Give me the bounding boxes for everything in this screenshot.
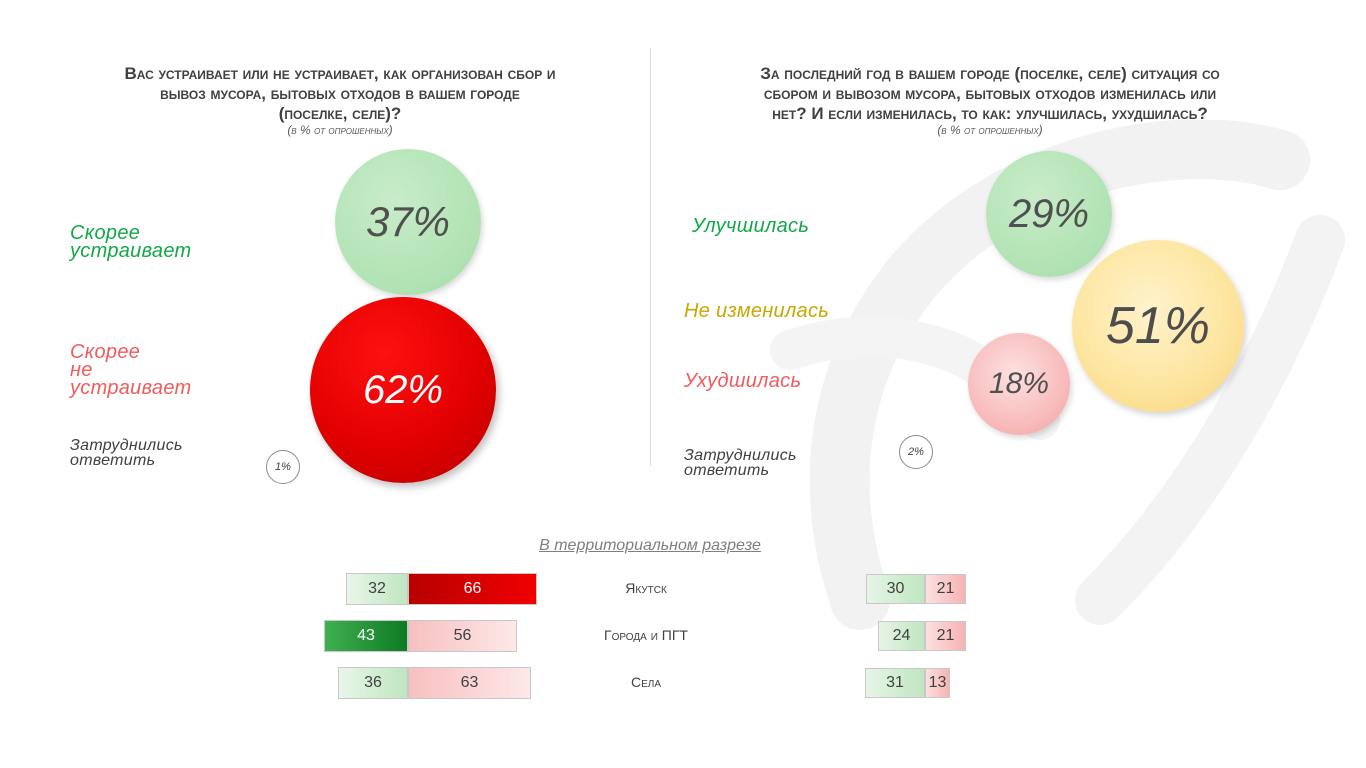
bubble-value: 51% xyxy=(1105,297,1211,355)
left-bar-negative: 56 xyxy=(408,620,517,652)
left-bar-negative: 63 xyxy=(408,667,531,699)
left-title-line-3: (поселке, селе)? xyxy=(278,104,402,123)
category-line: Улучшилась xyxy=(692,215,810,237)
category-line: ответить xyxy=(684,462,770,479)
bubble-value: 29% xyxy=(1008,191,1090,236)
bubble-right-undecided: 2% xyxy=(899,435,933,469)
bubble-not-satisfied: 62% xyxy=(310,297,496,483)
left-category-undecided: Затруднились ответить xyxy=(70,437,183,469)
bubble-value: 1% xyxy=(275,461,291,473)
category-line: Не изменилась xyxy=(684,300,830,322)
left-bar-positive: 32 xyxy=(346,573,408,605)
right-bar-positive: 30 xyxy=(866,574,925,604)
right-title-line-2: сбором и вывозом мусора, бытовых отходов… xyxy=(763,84,1217,103)
category-line: Скорее xyxy=(70,341,141,363)
bubble-improved: 29% xyxy=(986,151,1112,277)
region-label: Села xyxy=(630,674,661,690)
region-label: Города и ПГТ xyxy=(604,627,688,643)
left-title-line-1: Вас устраивает или не устраивает, как ор… xyxy=(124,64,556,83)
right-title-line-3: нет? И если изменилась, то как: улучшила… xyxy=(772,104,1208,123)
bubble-value: 18% xyxy=(988,367,1050,400)
category-line: Скорее xyxy=(70,222,141,244)
right-category-worsened: Ухудшилась xyxy=(684,370,802,392)
left-bar-positive: 43 xyxy=(324,620,408,652)
right-bar-positive: 31 xyxy=(865,668,925,698)
bubble-undecided: 1% xyxy=(266,450,300,484)
territorial-heading: В территориальном разрезе xyxy=(539,537,761,554)
category-line: Затруднились xyxy=(684,447,797,464)
left-category-satisfied: Скорее устраивает xyxy=(70,222,192,262)
left-question-title: Вас устраивает или не устраивает, как ор… xyxy=(40,64,640,124)
vertical-divider xyxy=(650,48,651,466)
left-question-subtitle: (в % от опрошенных) xyxy=(287,123,393,137)
region-label: Якутск xyxy=(625,580,667,596)
category-line: не xyxy=(70,359,93,381)
right-bar-negative: 21 xyxy=(925,574,966,604)
bubble-satisfied: 37% xyxy=(335,149,481,295)
left-title-line-2: вывоз мусора, бытовых отходов в вашем го… xyxy=(160,84,520,103)
category-line: Ухудшилась xyxy=(684,370,802,392)
category-line: Затруднились xyxy=(70,437,183,454)
category-line: устраивает xyxy=(70,377,192,399)
right-bar-negative: 13 xyxy=(925,668,950,698)
category-line: ответить xyxy=(70,452,156,469)
bubble-value: 62% xyxy=(362,367,444,412)
right-bar-negative: 21 xyxy=(925,621,966,651)
bubble-value: 37% xyxy=(365,198,451,245)
left-bar-positive: 36 xyxy=(338,667,408,699)
right-bar-positive: 24 xyxy=(878,621,925,651)
right-category-unchanged: Не изменилась xyxy=(684,300,830,322)
left-bar-negative: 66 xyxy=(408,573,537,605)
category-line: устраивает xyxy=(70,240,192,262)
right-question-title: За последний год в вашем городе (поселке… xyxy=(670,64,1310,124)
bubble-worsened: 18% xyxy=(968,333,1070,435)
bubble-value: 2% xyxy=(908,446,924,458)
right-question-subtitle: (в % от опрошенных) xyxy=(937,123,1043,137)
left-category-not-satisfied: Скорее не устраивает xyxy=(70,341,192,399)
bubble-unchanged: 51% xyxy=(1072,240,1244,412)
right-category-improved: Улучшилась xyxy=(692,215,810,237)
right-category-undecided: Затруднились ответить xyxy=(684,447,797,479)
right-title-line-1: За последний год в вашем городе (поселке… xyxy=(760,64,1220,83)
